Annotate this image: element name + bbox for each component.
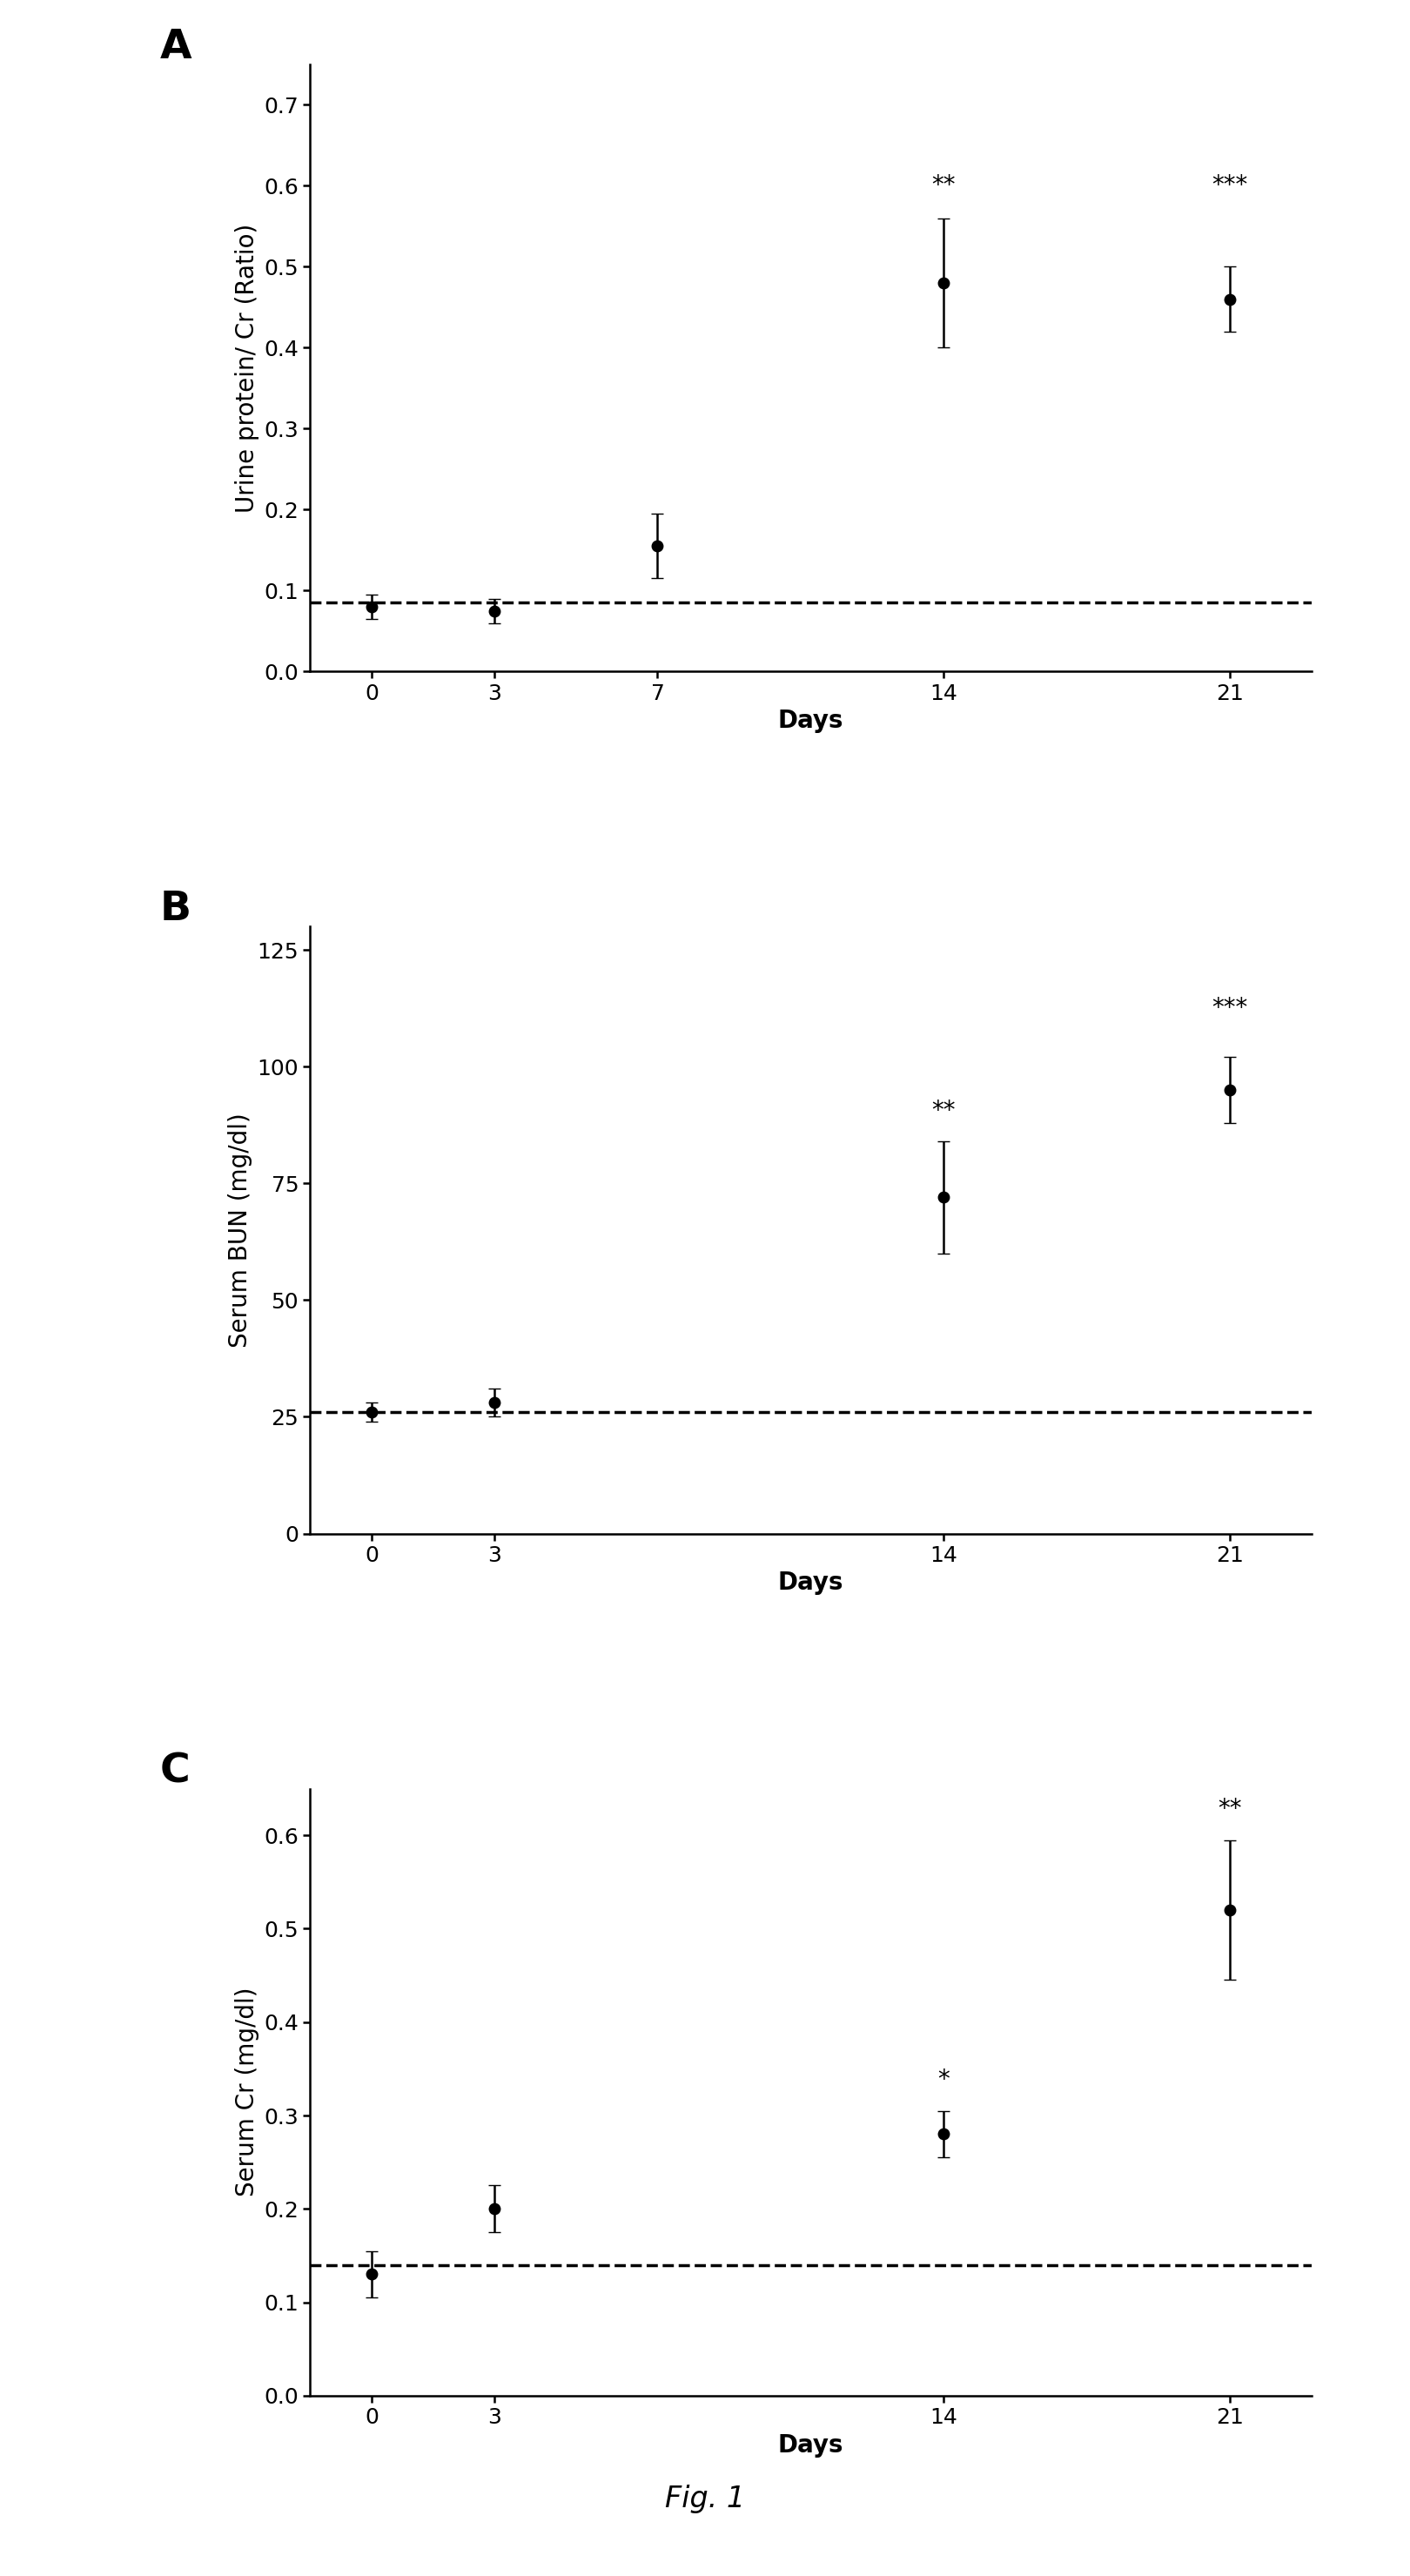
Y-axis label: Serum BUN (mg/dl): Serum BUN (mg/dl) bbox=[228, 1113, 252, 1347]
Y-axis label: Serum Cr (mg/dl): Serum Cr (mg/dl) bbox=[235, 1989, 259, 2197]
Text: **: ** bbox=[932, 1097, 956, 1123]
Text: C: C bbox=[159, 1752, 190, 1790]
Text: Fig. 1: Fig. 1 bbox=[666, 2483, 744, 2514]
X-axis label: Days: Days bbox=[778, 708, 843, 734]
X-axis label: Days: Days bbox=[778, 1571, 843, 1595]
Text: ***: *** bbox=[1211, 173, 1248, 198]
Text: *: * bbox=[938, 2069, 949, 2092]
Text: A: A bbox=[159, 28, 192, 67]
X-axis label: Days: Days bbox=[778, 2432, 843, 2458]
Y-axis label: Urine protein/ Cr (Ratio): Urine protein/ Cr (Ratio) bbox=[235, 224, 259, 513]
Text: ***: *** bbox=[1211, 994, 1248, 1020]
Text: B: B bbox=[159, 891, 192, 930]
Text: **: ** bbox=[932, 173, 956, 198]
Text: **: ** bbox=[1218, 1798, 1242, 1821]
